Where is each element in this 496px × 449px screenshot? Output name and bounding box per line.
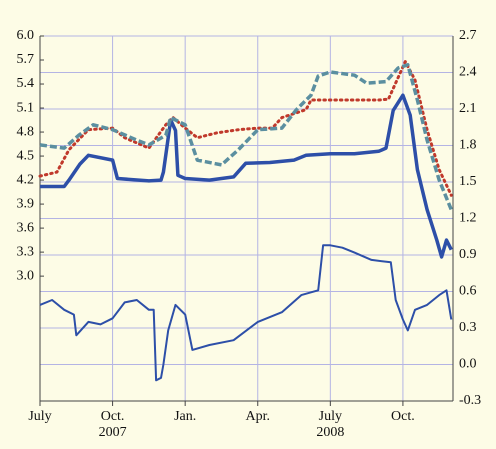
year-label: 2007 bbox=[99, 425, 127, 440]
y-tick-label: 5.4 bbox=[17, 76, 35, 91]
y2-tick-label: 1.8 bbox=[459, 138, 477, 153]
y2-tick-label: 2.4 bbox=[459, 65, 477, 80]
x-tick-label: Jan. bbox=[174, 409, 196, 424]
x-tick-label: Oct. bbox=[391, 409, 415, 424]
y-tick-label: 4.8 bbox=[17, 124, 35, 139]
y2-tick-label: 0.3 bbox=[459, 320, 477, 335]
y-tick-label: 3.0 bbox=[17, 268, 35, 283]
x-tick-label: Oct. bbox=[101, 409, 125, 424]
y2-tick-label: 1.5 bbox=[459, 174, 477, 189]
x-tick-label: July bbox=[319, 409, 342, 424]
line-series bbox=[39, 63, 453, 211]
y-tick-label: 6.0 bbox=[17, 28, 35, 43]
y-tick-label: 5.1 bbox=[17, 100, 35, 115]
y-tick-label: 3.6 bbox=[17, 220, 35, 235]
y2-tick-label: 0.9 bbox=[459, 247, 477, 262]
y-tick-label: 4.5 bbox=[17, 148, 35, 163]
y2-tick-label: 1.2 bbox=[459, 211, 477, 226]
x-tick-label: Apr. bbox=[246, 409, 271, 424]
y2-tick-label: 2.7 bbox=[459, 28, 477, 43]
y2-tick-label: 2.1 bbox=[459, 101, 477, 116]
y2-tick-label: 0.0 bbox=[459, 357, 477, 372]
line-series bbox=[39, 244, 453, 382]
line-series bbox=[40, 93, 453, 259]
y-tick-label: 5.7 bbox=[17, 52, 35, 67]
y-tick-label: 4.2 bbox=[17, 172, 35, 187]
y2-tick-label: -0.3 bbox=[459, 393, 481, 408]
y-tick-label: 3.3 bbox=[17, 244, 35, 259]
year-label: 2008 bbox=[316, 425, 344, 440]
x-tick-label: July bbox=[28, 409, 51, 424]
y2-tick-label: 0.6 bbox=[459, 284, 477, 299]
y-tick-label: 3.9 bbox=[17, 196, 35, 211]
